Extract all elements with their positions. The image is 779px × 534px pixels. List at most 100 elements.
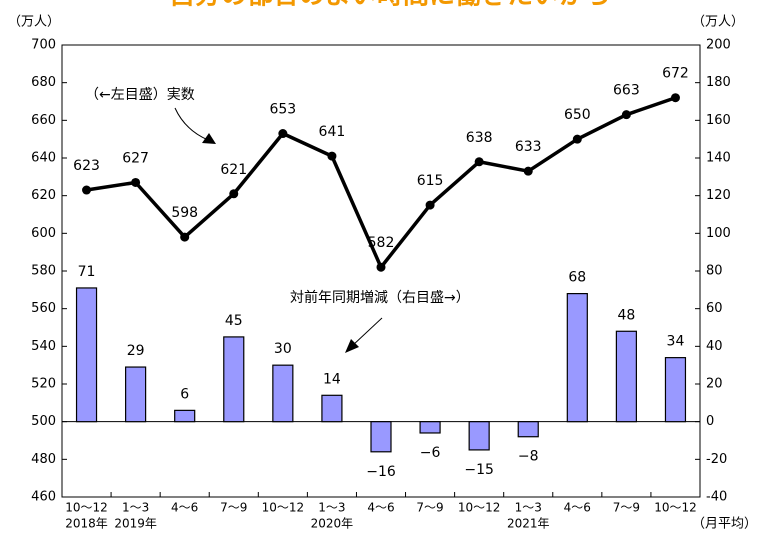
y-tick-label: 700: [31, 38, 56, 53]
arrow: [351, 317, 383, 347]
annotation: 対前年同期増減（右目盛→）: [290, 289, 470, 306]
x-tick-label: 10～12: [65, 501, 108, 515]
x-tick-label: 1～3: [318, 501, 345, 515]
line-point: [82, 185, 92, 195]
y2-tick-label: 20: [706, 377, 723, 392]
x-tick-label: 1～3: [122, 501, 149, 515]
y2-tick-label: 40: [706, 339, 723, 354]
y-tick-label: 500: [31, 414, 56, 429]
bar-value-label: 34: [667, 334, 685, 350]
x-tick-label: 10～12: [262, 501, 305, 515]
bar-value-label: 6: [180, 386, 189, 402]
annotation: （←左目盛）実数: [85, 87, 195, 103]
year-label: 2021年: [507, 517, 550, 531]
bar-value-label: −8: [518, 449, 539, 465]
line-value-label: 653: [269, 102, 296, 118]
line-value-label: 627: [122, 150, 149, 166]
y-tick-label: 620: [31, 188, 56, 203]
x-tick-label: 7～9: [220, 501, 247, 515]
year-label: 2019年: [114, 517, 157, 531]
bar: [272, 364, 294, 423]
bar: [664, 357, 687, 423]
line-point: [376, 262, 386, 272]
x-tick-label: 10～12: [654, 501, 697, 515]
bar: [517, 421, 539, 438]
y2-tick-label: 60: [706, 301, 723, 316]
line-value-label: 582: [368, 235, 395, 251]
bar: [223, 336, 245, 423]
x-tick-label: 4～6: [564, 501, 591, 515]
y-tick-label: 580: [31, 264, 56, 279]
line-point: [278, 129, 288, 139]
line-point: [425, 200, 435, 210]
y2-tick-label: 140: [706, 151, 731, 166]
bar: [174, 409, 196, 423]
line-value-label: 641: [319, 124, 346, 140]
y2-tick-label: 180: [706, 75, 731, 90]
line-point: [131, 177, 141, 187]
line-value-label: 650: [564, 107, 591, 123]
line-value-label: 663: [613, 83, 640, 99]
y2-tick-label: -40: [706, 490, 727, 505]
line-value-label: 598: [171, 205, 198, 221]
bar-value-label: −15: [464, 462, 494, 478]
y2-tick-label: 160: [706, 113, 731, 128]
arrow-head: [202, 133, 216, 144]
bar: [370, 421, 392, 453]
bar: [75, 287, 98, 423]
y2-tick-label: 0: [706, 414, 714, 429]
line-point: [572, 134, 582, 144]
y2-tick-label: 100: [706, 226, 731, 241]
y-tick-label: 540: [31, 339, 56, 354]
y-tick-label: 640: [31, 151, 56, 166]
y2-tick-label: 120: [706, 188, 731, 203]
line-point: [327, 151, 337, 161]
x-tick-label: 7～9: [613, 501, 640, 515]
bar-value-label: 14: [323, 371, 341, 387]
bar-value-label: 48: [617, 307, 635, 323]
line-value-label: 672: [662, 66, 689, 82]
line-value-label: 638: [466, 130, 493, 146]
bar: [125, 366, 147, 423]
y-tick-label: 460: [31, 490, 56, 505]
line-point: [670, 93, 680, 103]
bar: [419, 421, 441, 434]
bar-value-label: 71: [78, 264, 96, 280]
y2-tick-label: -20: [706, 452, 727, 467]
line-point: [180, 232, 190, 242]
line-value-label: 615: [417, 173, 444, 189]
y2-unit: （万人）: [692, 15, 744, 30]
y-tick-label: 480: [31, 452, 56, 467]
x-tick-label: 1～3: [515, 501, 542, 515]
bar: [615, 330, 637, 423]
line-value-label: 623: [73, 158, 100, 174]
line-point: [523, 166, 533, 176]
bar-value-label: 30: [274, 341, 292, 357]
x-unit: （月平均）: [692, 517, 757, 532]
y-tick-label: 560: [31, 301, 56, 316]
year-label: 2020年: [311, 517, 354, 531]
bar-value-label: 68: [568, 270, 586, 286]
y2-tick-label: 80: [706, 264, 723, 279]
bar-value-label: −16: [366, 464, 396, 480]
line-value-label: 621: [220, 162, 247, 178]
x-tick-label: 4～6: [367, 501, 394, 515]
chart-title: 自分の都合のよい時間に働きたいから: [169, 0, 611, 11]
arrow: [174, 107, 209, 141]
bar-value-label: −6: [420, 445, 441, 461]
year-label: 2018年: [65, 517, 108, 531]
bar-value-label: 45: [225, 313, 243, 329]
y-tick-label: 660: [31, 113, 56, 128]
bar: [468, 421, 490, 451]
y-tick-label: 680: [31, 75, 56, 90]
line-point: [229, 189, 239, 199]
x-tick-label: 10～12: [458, 501, 501, 515]
x-tick-label: 4～6: [171, 501, 198, 515]
y-tick-label: 600: [31, 226, 56, 241]
y-tick-label: 520: [31, 377, 56, 392]
x-tick-label: 7～9: [416, 501, 443, 515]
bar: [566, 293, 588, 423]
line-point: [621, 110, 631, 120]
line-value-label: 633: [515, 139, 542, 155]
